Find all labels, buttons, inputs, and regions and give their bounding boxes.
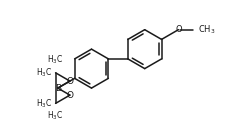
Text: H$_3$C: H$_3$C (48, 54, 64, 66)
Text: H$_3$C: H$_3$C (36, 97, 53, 110)
Text: O: O (66, 77, 73, 86)
Text: H$_3$C: H$_3$C (48, 110, 64, 122)
Text: O: O (175, 25, 182, 34)
Text: H$_3$C: H$_3$C (36, 67, 53, 79)
Text: O: O (66, 91, 73, 100)
Text: B: B (55, 84, 61, 93)
Text: CH$_3$: CH$_3$ (198, 23, 216, 36)
